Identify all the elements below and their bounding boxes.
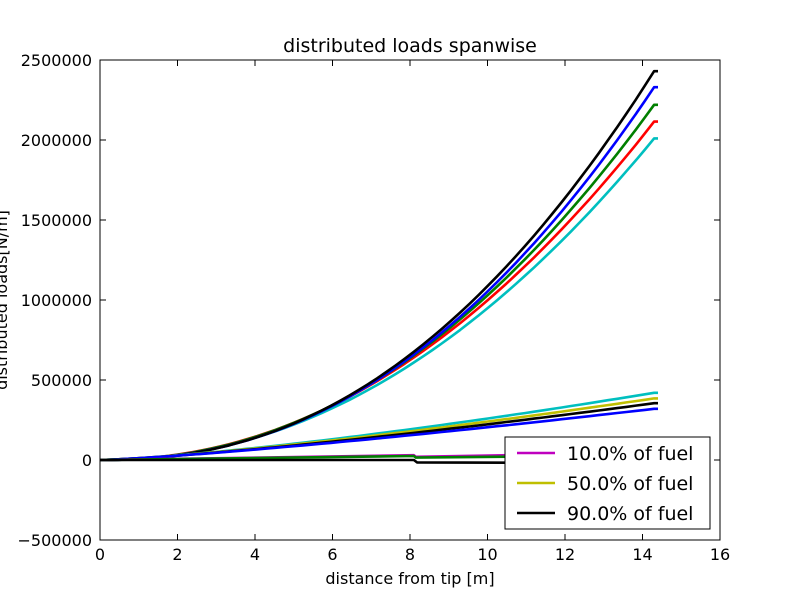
y-tick-label: 500000 [31, 371, 92, 390]
x-tick-label: 8 [405, 545, 415, 564]
x-tick-label: 6 [327, 545, 337, 564]
x-tick-label: 16 [710, 545, 730, 564]
y-tick-label: −500000 [18, 531, 92, 550]
y-tick-label: 1000000 [21, 291, 92, 310]
x-tick-label: 4 [250, 545, 260, 564]
x-tick-label: 14 [632, 545, 652, 564]
x-tick-label: 10 [477, 545, 497, 564]
chart-title: distributed loads spanwise [283, 35, 537, 57]
series-line-4 [100, 85, 658, 462]
x-tick-label: 12 [555, 545, 575, 564]
y-axis-label: distributed loads[N/m] [0, 210, 11, 390]
legend-label: 90.0% of fuel [567, 503, 693, 525]
x-axis-label: distance from tip [m] [325, 569, 494, 588]
y-tick-label: 0 [82, 451, 92, 470]
legend-label: 50.0% of fuel [567, 473, 693, 495]
legend-label: 10.0% of fuel [567, 443, 693, 465]
series-line-9 [100, 407, 658, 462]
y-tick-label: 2500000 [21, 51, 92, 70]
x-tick-label: 2 [172, 545, 182, 564]
series-line-5 [100, 69, 658, 462]
y-tick-label: 2000000 [21, 131, 92, 150]
x-tick-label: 0 [95, 545, 105, 564]
y-tick-label: 1500000 [21, 211, 92, 230]
legend: 10.0% of fuel 50.0% of fuel 90.0% of fuel [504, 436, 711, 530]
